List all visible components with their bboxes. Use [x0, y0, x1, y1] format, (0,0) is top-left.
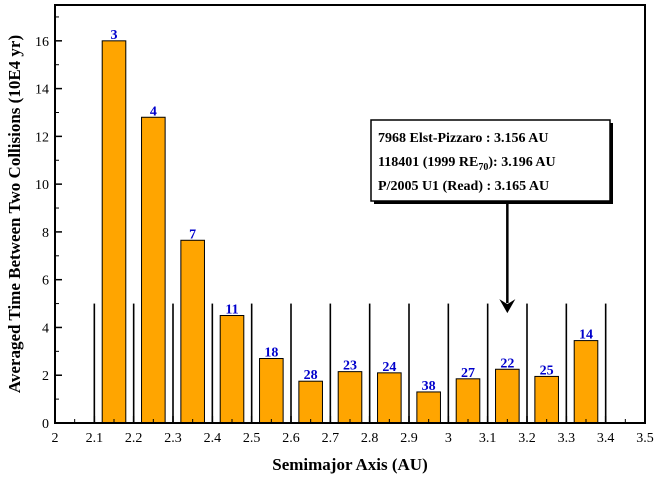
bar-label: 11: [225, 303, 238, 318]
bar: [259, 358, 284, 424]
x-tick-label: 2.2: [125, 431, 143, 446]
y-tick-label: 14: [35, 83, 49, 98]
legend-entry-name: P/2005 U1 (Read): [378, 179, 483, 194]
legend-entry-separator: :: [493, 155, 501, 170]
y-tick-label: 8: [42, 226, 49, 241]
bar-label: 3: [111, 28, 118, 43]
x-tick-label: 2.1: [86, 431, 104, 446]
bin-separator-lines: [93, 303, 607, 423]
y-axis-title: Averaged Time Between Two Collisions (10…: [5, 35, 24, 393]
x-axis-ticks: 2 2.1 2.2 2.3 2.4 2.5 2.6 2.7 2.8 2.9 3 3.1 3.2 3.3 3.…: [52, 416, 654, 446]
x-tick-label: 2.3: [164, 431, 182, 446]
x-tick-label: 3.4: [597, 431, 615, 446]
x-tick-label: 2: [52, 431, 59, 446]
x-tick-label: 3: [445, 431, 452, 446]
bar-label: 25: [540, 363, 554, 378]
bar-count-labels: 3 4 7 11 18 28 23 24 38 27 22 25 14: [111, 28, 594, 394]
bar: [495, 368, 520, 424]
bar-label: 14: [579, 328, 593, 343]
bar: [219, 315, 245, 424]
bar-label: 38: [422, 379, 436, 394]
legend-entry: 118401 (1999 RE70): 3.196 AU: [378, 155, 556, 173]
arrow-pointer: [499, 200, 516, 314]
y-tick-label: 6: [42, 274, 49, 289]
y-tick-label: 10: [35, 178, 49, 193]
y-tick-label: 0: [42, 417, 49, 432]
bar: [455, 378, 481, 424]
x-tick-label: 2.8: [361, 431, 379, 446]
legend-entry-separator: :: [482, 131, 494, 146]
bar-label: 27: [461, 366, 475, 381]
x-tick-label: 3.5: [636, 431, 654, 446]
legend-entry-tail: ): [488, 155, 493, 170]
bar: [298, 380, 323, 424]
y-tick-label: 2: [42, 369, 49, 384]
bar: [337, 371, 363, 424]
legend-entry-name: 118401 (1999 RE: [378, 155, 478, 170]
legend-entry-name: 7968 Elst-Pizzaro: [378, 131, 482, 146]
bar: [377, 372, 402, 424]
y-tick-label: 4: [42, 321, 49, 336]
legend-entry-separator: :: [483, 179, 495, 194]
legend-box: 7968 Elst-Pizzaro : 3.156 AU 118401 (1999…: [370, 119, 613, 204]
x-tick-label: 3.1: [479, 431, 497, 446]
bar: [141, 116, 166, 424]
x-tick-label: 2.4: [204, 431, 222, 446]
legend-entry-value: 3.156 AU: [494, 131, 548, 146]
legend-entry-value: 3.196 AU: [501, 155, 555, 170]
bar: [101, 40, 127, 424]
bar-label: 28: [304, 368, 318, 383]
x-tick-label: 3.3: [558, 431, 576, 446]
x-axis-title: Semimajor Axis (AU): [272, 455, 428, 474]
x-tick-label: 2.6: [282, 431, 300, 446]
bar-label: 23: [343, 359, 357, 374]
bar-label: 22: [500, 356, 514, 371]
y-axis-ticks: 0 2 4 6 8 10 12 14 16: [35, 16, 62, 432]
legend-entry-subscript: 70: [478, 162, 488, 173]
legend-entry-value: 3.165 AU: [495, 179, 549, 194]
bar: [534, 375, 559, 424]
legend-entry: 7968 Elst-Pizzaro : 3.156 AU: [378, 131, 548, 146]
legend-frame: [370, 119, 611, 202]
x-tick-label: 2.5: [243, 431, 261, 446]
x-tick-label: 3.2: [518, 431, 536, 446]
bar-label: 18: [264, 346, 278, 361]
x-tick-label: 2.7: [322, 431, 340, 446]
bar: [180, 239, 205, 424]
legend-entry: P/2005 U1 (Read) : 3.165 AU: [378, 179, 549, 194]
arrow-head: [499, 299, 516, 314]
x-tick-label: 2.9: [400, 431, 418, 446]
bar-label: 24: [382, 360, 396, 375]
y-tick-label: 16: [35, 35, 49, 50]
bar: [573, 340, 599, 424]
bar-label: 4: [150, 104, 157, 119]
bar-label: 7: [189, 227, 196, 242]
bar: [416, 391, 441, 424]
y-tick-label: 12: [35, 130, 49, 145]
